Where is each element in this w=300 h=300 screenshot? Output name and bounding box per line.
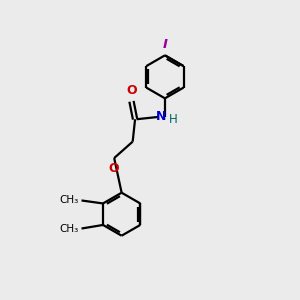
Text: O: O [108,162,119,175]
Text: H: H [169,113,178,126]
Text: N: N [156,110,166,123]
Text: I: I [163,38,167,52]
Text: CH₃: CH₃ [60,224,79,233]
Text: O: O [126,84,137,98]
Text: CH₃: CH₃ [60,196,79,206]
